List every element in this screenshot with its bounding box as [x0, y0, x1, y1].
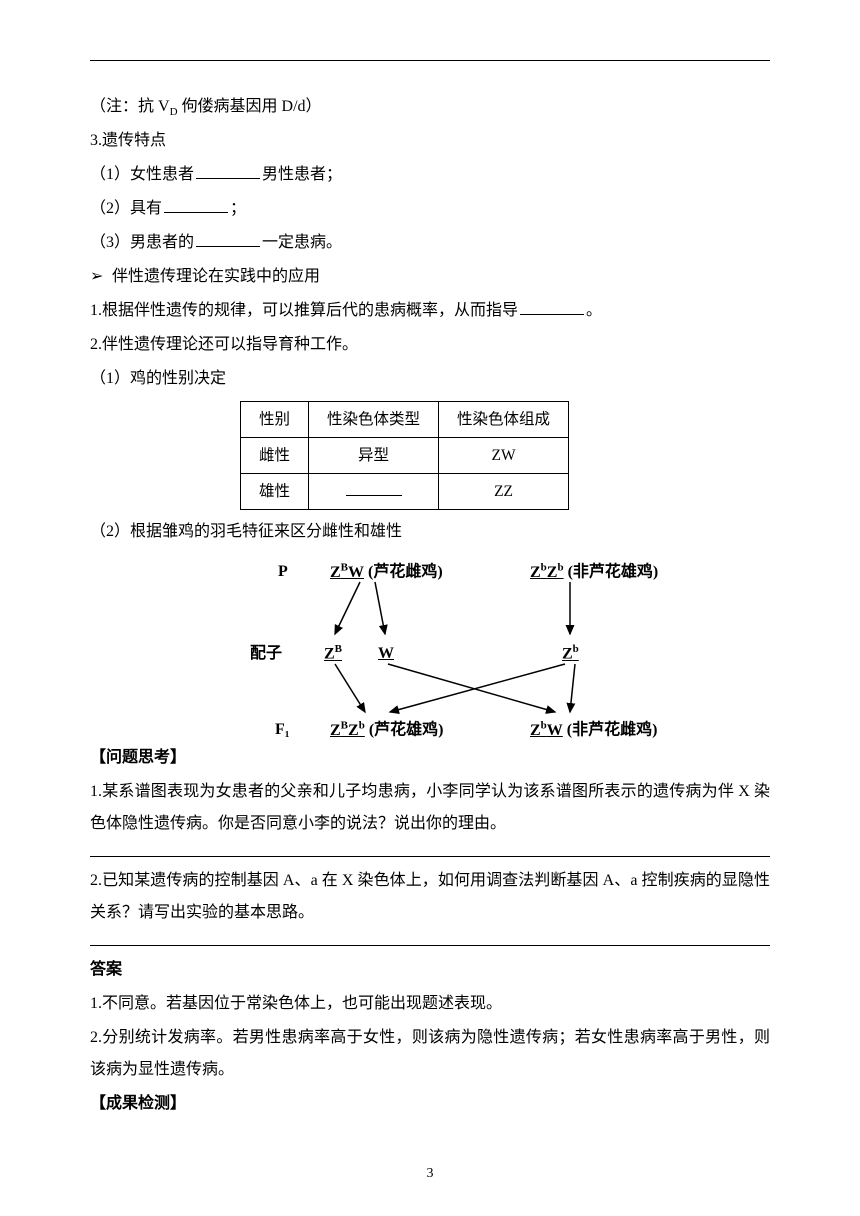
o2-z: Z	[530, 722, 541, 739]
td-female: 雌性	[241, 438, 309, 474]
note-a: （注：抗 V	[90, 98, 170, 115]
q2: 2.已知某遗传病的控制基因 A、a 在 X 染色体上，如何用调查法判断基因 A、…	[90, 865, 770, 929]
sec3: 3.遗传特点	[90, 125, 770, 157]
question-heading: 【问题思考】	[90, 742, 770, 774]
g3-b: b	[573, 643, 579, 655]
td-female-comp: ZW	[439, 438, 569, 474]
td-female-type: 异型	[309, 438, 439, 474]
answer-line-1[interactable]	[90, 856, 770, 857]
top-rule	[90, 60, 770, 61]
blank-2[interactable]	[164, 197, 228, 213]
app1: 1.根据伴性遗传的规律，可以推算后代的患病概率，从而指导 。	[90, 295, 770, 327]
result-heading: 【成果检测】	[90, 1088, 770, 1120]
o1-lbl: (芦花雄鸡)	[365, 722, 444, 739]
app1-a: 1.根据伴性遗传的规律，可以推算后代的患病概率，从而指导	[90, 302, 518, 319]
th-type: 性染色体类型	[309, 402, 439, 438]
pt1: （1）女性患者 男性患者；	[90, 159, 770, 191]
app-title-line: ➢ 伴性遗传理论在实践中的应用	[90, 261, 770, 293]
answer-heading: 答案	[90, 954, 770, 986]
pt1-a: （1）女性患者	[90, 166, 194, 183]
o2-w: W	[547, 722, 563, 739]
pt2-a: （2）具有	[90, 200, 162, 217]
p2-z1: Z	[530, 564, 541, 581]
parent1: ZBW (芦花雌鸡)	[330, 556, 443, 588]
chicken1: （1）鸡的性别决定	[90, 363, 770, 395]
th-sex: 性别	[241, 402, 309, 438]
pt3-a: （3）男患者的	[90, 234, 194, 251]
answer-line-2[interactable]	[90, 945, 770, 946]
th-comp: 性染色体组成	[439, 402, 569, 438]
chicken2: （2）根据雏鸡的羽毛特征来区分雌性和雄性	[90, 516, 770, 548]
o2-lbl: (非芦花雌鸡)	[563, 722, 658, 739]
p2-lbl: (非芦花雄鸡)	[564, 564, 659, 581]
p2-z2: Z	[547, 564, 558, 581]
sex-determination-table: 性别 性染色体类型 性染色体组成 雌性 异型 ZW 雄性 ZZ	[240, 401, 569, 510]
blank-3[interactable]	[196, 231, 260, 247]
ans2: 2.分别统计发病率。若男性患病率高于女性，则该病为隐性遗传病；若女性患病率高于男…	[90, 1022, 770, 1086]
o1-B: B	[341, 719, 348, 731]
td-male-type	[309, 474, 439, 510]
p1-w: W	[348, 564, 364, 581]
gamete2: W	[378, 638, 394, 670]
pt1-b: 男性患者；	[262, 166, 342, 183]
cross-diagram: P ZBW (芦花雌鸡) ZbZb (非芦花雄鸡) 配子 ZB W Zb F₁ …	[220, 552, 700, 742]
td-male: 雄性	[241, 474, 309, 510]
parent2: ZbZb (非芦花雄鸡)	[530, 556, 658, 588]
offspring2: ZbW (非芦花雌鸡)	[530, 714, 657, 746]
pt3-b: 一定患病。	[262, 234, 342, 251]
pt3: （3）男患者的 一定患病。	[90, 227, 770, 259]
blank-4[interactable]	[520, 299, 584, 315]
td-male-comp: ZZ	[439, 474, 569, 510]
o1-z2: Z	[348, 722, 359, 739]
app1-b: 。	[586, 302, 602, 319]
note-b: 佝偻病基因用 D/d）	[178, 98, 322, 115]
g3-z: Z	[562, 646, 573, 663]
label-P: P	[278, 556, 288, 588]
ans1: 1.不同意。若基因位于常染色体上，也可能出现题述表现。	[90, 988, 770, 1020]
pt2: （2）具有 ；	[90, 193, 770, 225]
gamete-label: 配子	[250, 638, 282, 670]
offspring1: ZBZb (芦花雄鸡)	[330, 714, 443, 746]
label-F1: F₁	[275, 714, 290, 746]
p1-z: Z	[330, 564, 341, 581]
blank-1[interactable]	[196, 163, 260, 179]
p1-lbl: (芦花雌鸡)	[364, 564, 443, 581]
o1-z1: Z	[330, 722, 341, 739]
app-title: 伴性遗传理论在实践中的应用	[112, 268, 320, 285]
g1-B: B	[335, 643, 342, 655]
gamete1: ZB	[324, 638, 342, 670]
g1-z: Z	[324, 646, 335, 663]
blank-5[interactable]	[346, 481, 402, 497]
p1-B: B	[341, 561, 348, 573]
app2: 2.伴性遗传理论还可以指导育种工作。	[90, 329, 770, 361]
arrow-bullet-icon: ➢	[90, 261, 108, 293]
page-number: 3	[0, 1160, 860, 1188]
gamete3: Zb	[562, 638, 579, 670]
note-sub: D	[170, 106, 178, 118]
q1: 1.某系谱图表现为女患者的父亲和儿子均患病，小李同学认为该系谱图所表示的遗传病为…	[90, 776, 770, 840]
pt2-b: ；	[230, 200, 246, 217]
note-line: （注：抗 VD 佝偻病基因用 D/d）	[90, 91, 770, 123]
